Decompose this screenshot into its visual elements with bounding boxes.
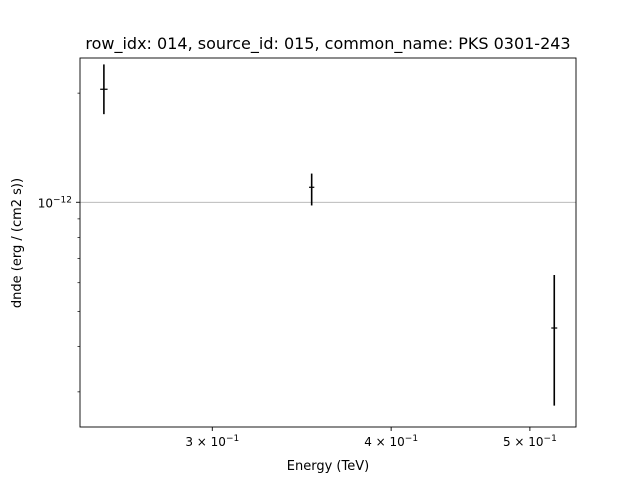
axes-frame	[79, 57, 577, 428]
data-point	[100, 64, 108, 115]
data-point	[309, 173, 315, 206]
plot-area: 3 × 10−1 4 × 10−1 5 × 10−1 10−12	[38, 57, 577, 449]
x-tick-label: 3 × 10−1	[185, 434, 239, 449]
y-axis-label: dnde (erg / (cm2 s))	[10, 178, 25, 308]
data-point	[551, 275, 558, 406]
x-tick-label: 5 × 10−1	[503, 434, 557, 449]
chart-title: row_idx: 014, source_id: 015, common_nam…	[85, 34, 570, 54]
x-axis-label: Energy (TeV)	[287, 459, 369, 474]
x-tick-label: 4 × 10−1	[364, 434, 418, 449]
y-tick-label: 10−12	[38, 195, 72, 210]
